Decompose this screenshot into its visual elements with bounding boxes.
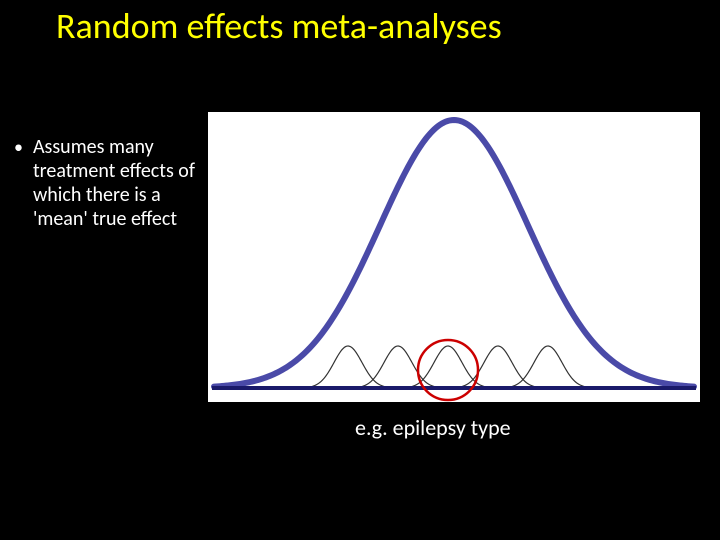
main-distribution-curve <box>214 120 694 387</box>
title-text: Random effects meta-analyses <box>56 4 502 48</box>
figure-svg <box>208 112 700 402</box>
figure-caption: e.g. epilepsy type <box>355 414 511 441</box>
caption-text: e.g. epilepsy type <box>355 414 511 441</box>
highlight-circle <box>418 340 478 400</box>
bullet-text: Assumes many treatment effects of which … <box>33 135 214 231</box>
bullet-marker: • <box>14 137 23 159</box>
small-distribution-curve <box>303 346 392 388</box>
small-distribution-curve <box>353 346 442 388</box>
slide: Random effects meta-analyses • Assumes m… <box>0 0 720 540</box>
page-title: Random effects meta-analyses <box>56 4 502 48</box>
distribution-figure <box>208 112 700 402</box>
small-distribution-curve <box>503 346 592 388</box>
small-distribution-curve <box>453 346 542 388</box>
bullet-item: • Assumes many treatment effects of whic… <box>14 135 214 231</box>
